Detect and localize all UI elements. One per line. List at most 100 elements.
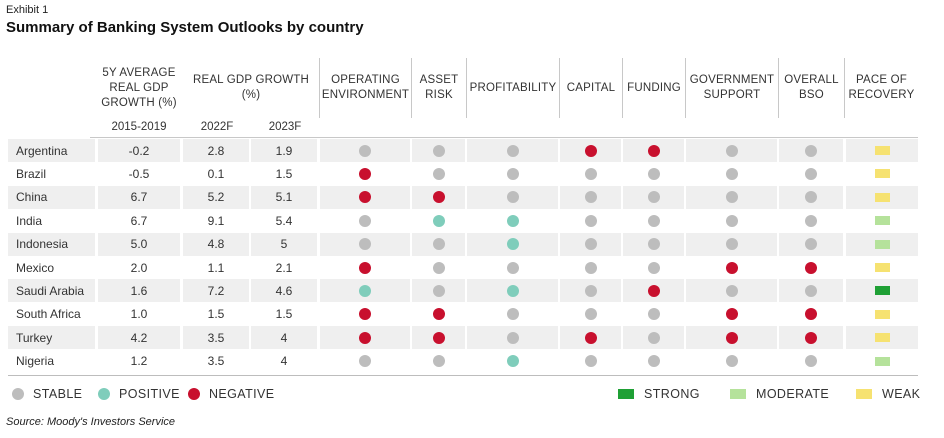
legend-negative-label: NEGATIVE [209, 387, 275, 401]
cell-profit [467, 350, 558, 373]
recovery-swatch-strong [874, 286, 890, 296]
outlook-dot-stable [432, 355, 445, 368]
cell-asset [412, 326, 465, 350]
cell-overall [779, 139, 843, 162]
positive-dot-icon [98, 388, 110, 400]
cell-pace [846, 350, 918, 373]
outlook-dot-negative [647, 284, 660, 297]
outlook-dot-positive [432, 214, 445, 227]
gdp-value-gdp22: 5.2 [183, 185, 249, 209]
outlook-dot-positive [506, 355, 519, 368]
legend-negative: NEGATIVE [188, 385, 274, 403]
cell-asset [412, 185, 465, 209]
table-row: Saudi Arabia 1.6 7.2 4.6 [8, 279, 918, 303]
cell-capital [560, 162, 621, 185]
outlook-dot-stable [647, 191, 660, 204]
cell-profit [467, 209, 558, 232]
outlook-dot-stable [647, 331, 660, 344]
gdp-value-avg: 6.7 [130, 213, 148, 228]
cell-profit [467, 232, 558, 256]
strong-swatch-icon [618, 389, 634, 399]
header-funding: FUNDING [622, 58, 685, 118]
outlook-dot-negative [805, 308, 817, 321]
outlook-dot-stable [359, 214, 371, 227]
chart-title: Summary of Banking System Outlooks by co… [6, 19, 364, 36]
gdp-value-gdp23: 1.5 [275, 307, 293, 322]
header-operating-environment: OPERATING ENVIRONMENT [319, 58, 411, 118]
cell-operating [320, 185, 410, 209]
cell-funding [623, 350, 684, 373]
outlook-dot-stable [647, 355, 660, 368]
country-name: Mexico [16, 260, 55, 275]
recovery-swatch-weak [874, 333, 890, 343]
gdp-value-gdp22: 0.1 [207, 166, 225, 181]
cell-asset [412, 256, 465, 279]
header-profitability: PROFITABILITY [466, 58, 559, 118]
gdp-value-avg: 6.7 [98, 185, 180, 209]
outlook-dot-negative [805, 331, 817, 344]
cell-pace [846, 326, 918, 350]
cell-overall [779, 303, 843, 326]
recovery-swatch-moderate [874, 239, 890, 249]
negative-dot-icon [188, 388, 200, 400]
cell-gov [686, 139, 777, 162]
gdp-value-gdp23: 1.5 [275, 166, 293, 181]
cell-funding [623, 303, 684, 326]
outlook-dot-stable [725, 144, 738, 157]
gdp-value-gdp23: 4 [251, 326, 317, 350]
outlook-dot-positive [506, 284, 519, 297]
outlook-dot-stable [432, 144, 445, 157]
outlook-dot-negative [584, 331, 597, 344]
recovery-swatch-weak [874, 263, 890, 272]
legend-stable: STABLE [12, 385, 82, 403]
table-row: Argentina -0.2 2.8 1.9 [8, 139, 918, 162]
cell-funding [623, 185, 684, 209]
outlook-dot-stable [805, 284, 817, 297]
gdp-value-avg: 1.0 [130, 307, 148, 322]
cell-gov [686, 256, 777, 279]
outlook-dot-stable [805, 355, 817, 368]
outlook-dot-stable [584, 355, 597, 368]
country-name: Turkey [8, 326, 95, 350]
cell-pace [846, 185, 918, 209]
outlook-dot-stable [506, 167, 519, 180]
cell-gov [686, 185, 777, 209]
outlook-dot-stable [805, 167, 817, 180]
cell-capital [560, 350, 621, 373]
cell-pace [846, 162, 918, 185]
cell-operating [320, 256, 410, 279]
outlook-dot-negative [584, 144, 597, 157]
legend-strong-label: STRONG [644, 387, 700, 401]
gdp-value-gdp22: 4.8 [183, 232, 249, 256]
cell-gov [686, 232, 777, 256]
cell-asset [412, 303, 465, 326]
gdp-value-gdp22: 1.1 [207, 260, 225, 275]
cell-asset [412, 139, 465, 162]
cell-operating [320, 303, 410, 326]
outlook-dot-negative [805, 261, 817, 274]
table-row: Mexico 2.0 1.1 2.1 [8, 256, 918, 279]
outlook-dot-stable [584, 238, 597, 251]
cell-asset [412, 279, 465, 303]
outlook-dot-stable [805, 191, 817, 204]
table-row: Brazil -0.5 0.1 1.5 [8, 162, 918, 185]
cell-pace [846, 279, 918, 303]
outlook-dot-stable [359, 238, 371, 251]
subheader-2023f: 2023F [268, 121, 302, 133]
gdp-value-gdp22: 3.5 [183, 326, 249, 350]
stable-dot-icon [12, 388, 24, 400]
subheader-2022f: 2022F [200, 121, 234, 133]
cell-profit [467, 139, 558, 162]
outlook-dot-stable [725, 214, 738, 227]
legend-moderate-label: MODERATE [756, 387, 830, 401]
outlook-dot-stable [584, 308, 597, 321]
gdp-value-avg: 1.6 [98, 279, 180, 303]
gdp-value-avg: 2.0 [130, 260, 148, 275]
gdp-value-gdp23: 4.6 [251, 279, 317, 303]
outlook-dot-stable [647, 214, 660, 227]
legend-strong: STRONG [618, 385, 700, 403]
outlook-dot-stable [647, 238, 660, 251]
outlook-dot-stable [506, 308, 519, 321]
outlook-dot-negative [725, 261, 738, 274]
outlook-dot-stable [647, 167, 660, 180]
